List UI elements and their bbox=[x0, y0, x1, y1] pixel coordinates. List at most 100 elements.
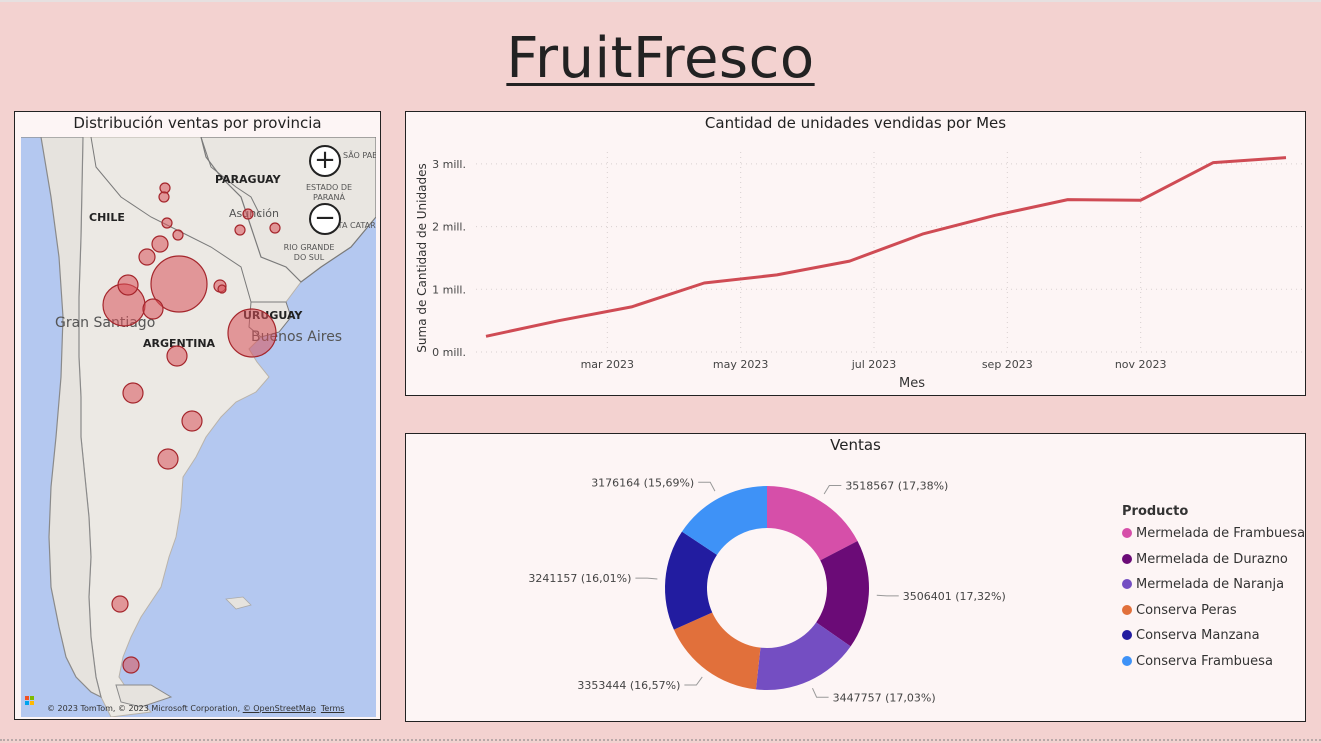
x-tick-label: nov 2023 bbox=[1115, 358, 1167, 371]
donut-data-label: 3518567 (17,38%) bbox=[845, 479, 948, 492]
microsoft-logo-icon bbox=[25, 696, 35, 706]
map-title: Distribución ventas por provincia bbox=[73, 114, 322, 132]
y-tick-label: 3 mill. bbox=[432, 158, 466, 171]
donut-slice bbox=[681, 486, 767, 555]
line-chart-svg: 0 mill. 1 mill. 2 mill. 3 mill. mar 2023 may … bbox=[415, 152, 1305, 391]
map-bubble bbox=[150, 255, 208, 313]
map-bubble bbox=[122, 656, 140, 674]
donut-data-label: 3176164 (15,69%) bbox=[591, 476, 694, 489]
y-tick-label: 1 mill. bbox=[432, 283, 466, 296]
y-axis-label: Suma de Cantidad de Unidades bbox=[415, 163, 429, 352]
map-bubble bbox=[142, 298, 164, 320]
donut-chart-title: Ventas bbox=[830, 436, 881, 454]
map-label-sao-paulo: SÃO PABLO bbox=[343, 151, 376, 160]
map-bubble bbox=[217, 284, 227, 294]
x-tick-label: jul 2023 bbox=[851, 358, 897, 371]
legend-item[interactable]: Conserva Peras bbox=[1122, 603, 1237, 618]
map-bubble bbox=[122, 382, 144, 404]
donut-leader-line bbox=[823, 484, 842, 495]
legend-dot-icon bbox=[1122, 579, 1132, 589]
map-attribution: © 2023 TomTom, © 2023 Microsoft Corporat… bbox=[47, 704, 344, 713]
zoom-out-button[interactable]: − bbox=[309, 203, 341, 235]
map-bubble bbox=[172, 229, 184, 241]
y-tick-label: 0 mill. bbox=[432, 346, 466, 359]
donut-chart-svg: 3518567 (17,38%) 3506401 (17,32%) 3447757 … bbox=[528, 476, 1006, 704]
map-label-paraguay: PARAGUAY bbox=[215, 173, 281, 186]
legend-label: Mermelada de Frambuesa bbox=[1136, 526, 1306, 541]
legend-title: Producto bbox=[1122, 504, 1189, 519]
donut-slice bbox=[755, 622, 851, 690]
line-chart-title: Cantidad de unidades vendidas por Mes bbox=[704, 114, 1007, 132]
legend-item[interactable]: Conserva Frambuesa bbox=[1122, 654, 1273, 669]
map-bubble bbox=[111, 595, 129, 613]
donut-data-label: 3241157 (16,01%) bbox=[528, 572, 631, 585]
map-label-rio-grande: RIO GRANDE DO SUL bbox=[283, 243, 335, 262]
donut-slice bbox=[816, 541, 869, 647]
donut-leader-line bbox=[684, 676, 703, 686]
x-tick-label: mar 2023 bbox=[581, 358, 634, 371]
map-label-argentina: ARGENTINA bbox=[143, 337, 216, 350]
openstreetmap-link[interactable]: © OpenStreetMap bbox=[242, 704, 316, 713]
map-bubble bbox=[117, 274, 139, 296]
terms-link[interactable]: Terms bbox=[320, 704, 345, 713]
x-axis-label: Mes bbox=[899, 376, 925, 391]
legend-dot-icon bbox=[1122, 553, 1132, 564]
donut-leader-line bbox=[812, 687, 829, 698]
legend-dot-icon bbox=[1122, 630, 1132, 640]
minus-icon: − bbox=[314, 203, 336, 233]
legend-item[interactable]: Mermelada de Frambuesa bbox=[1122, 526, 1305, 541]
donut-data-label: 3353444 (16,57%) bbox=[577, 679, 680, 692]
zoom-in-button[interactable]: + bbox=[309, 145, 341, 177]
map-bubble bbox=[157, 448, 179, 470]
donut-leader-line bbox=[635, 577, 658, 580]
map-bubble bbox=[158, 191, 170, 203]
map-label-santa-catarina: SANTA CATARINA bbox=[321, 221, 376, 230]
legend-label: Conserva Frambuesa bbox=[1136, 653, 1273, 669]
legend-label: Conserva Manzana bbox=[1136, 628, 1260, 643]
x-tick-label: sep 2023 bbox=[982, 358, 1033, 371]
legend-item[interactable]: Mermelada de Naranja bbox=[1122, 577, 1284, 592]
legend-label: Conserva Peras bbox=[1136, 602, 1237, 618]
legend-dot-icon bbox=[1122, 528, 1132, 538]
attribution-text: © 2023 TomTom, © 2023 Microsoft Corporat… bbox=[47, 704, 243, 713]
legend-label: Mermelada de Durazno bbox=[1136, 551, 1288, 567]
page-title: FruitFresco bbox=[506, 26, 815, 91]
y-tick-label: 2 mill. bbox=[432, 221, 466, 234]
legend-label: Mermelada de Naranja bbox=[1136, 577, 1285, 592]
map-bubble bbox=[138, 248, 156, 266]
donut-data-label: 3506401 (17,32%) bbox=[903, 590, 1006, 603]
map-bubble bbox=[242, 208, 254, 220]
donut-leader-line bbox=[876, 594, 899, 597]
line-series bbox=[485, 156, 1287, 338]
x-tick-label: may 2023 bbox=[713, 358, 768, 371]
plus-icon: + bbox=[314, 145, 336, 175]
donut-slice bbox=[767, 486, 858, 561]
legend-item[interactable]: Mermelada de Durazno bbox=[1122, 552, 1288, 567]
top-rule bbox=[0, 0, 1321, 2]
map-label-chile: CHILE bbox=[89, 211, 125, 224]
map-bubble bbox=[269, 222, 281, 234]
map-bubble bbox=[227, 308, 277, 358]
donut-leader-line bbox=[698, 481, 716, 492]
map-label-estado-parana: ESTADO DE PARANÁ bbox=[305, 183, 353, 202]
bubble-layer bbox=[102, 182, 281, 674]
legend-item[interactable]: Conserva Manzana bbox=[1122, 628, 1260, 643]
legend-dot-icon bbox=[1122, 604, 1132, 615]
line-chart-visual[interactable]: Cantidad de unidades vendidas por Mes 0 … bbox=[405, 111, 1306, 396]
map-visual[interactable]: Distribución ventas por provincia PARAGU… bbox=[14, 111, 381, 720]
donut-slice bbox=[665, 531, 717, 630]
map-label-asuncion: Asunción bbox=[229, 207, 280, 220]
donut-slice bbox=[673, 612, 761, 690]
map-bubble bbox=[151, 235, 169, 253]
map-bubble bbox=[234, 224, 246, 236]
bottom-rule bbox=[0, 739, 1321, 741]
donut-data-label: 3447757 (17,03%) bbox=[833, 691, 936, 704]
map-bubble bbox=[166, 345, 188, 367]
map-bubble bbox=[161, 217, 173, 229]
tierra-del-fuego bbox=[115, 684, 173, 708]
map-canvas[interactable]: PARAGUAY CHILE ARGENTINA URUGUAY Asunció… bbox=[21, 137, 376, 717]
map-bubble bbox=[181, 410, 203, 432]
donut-chart-visual[interactable]: Ventas 3518567 (17,38%) 3506401 (17,32%) 3… bbox=[405, 433, 1306, 722]
falklands bbox=[225, 596, 252, 610]
chile-land bbox=[21, 137, 102, 699]
